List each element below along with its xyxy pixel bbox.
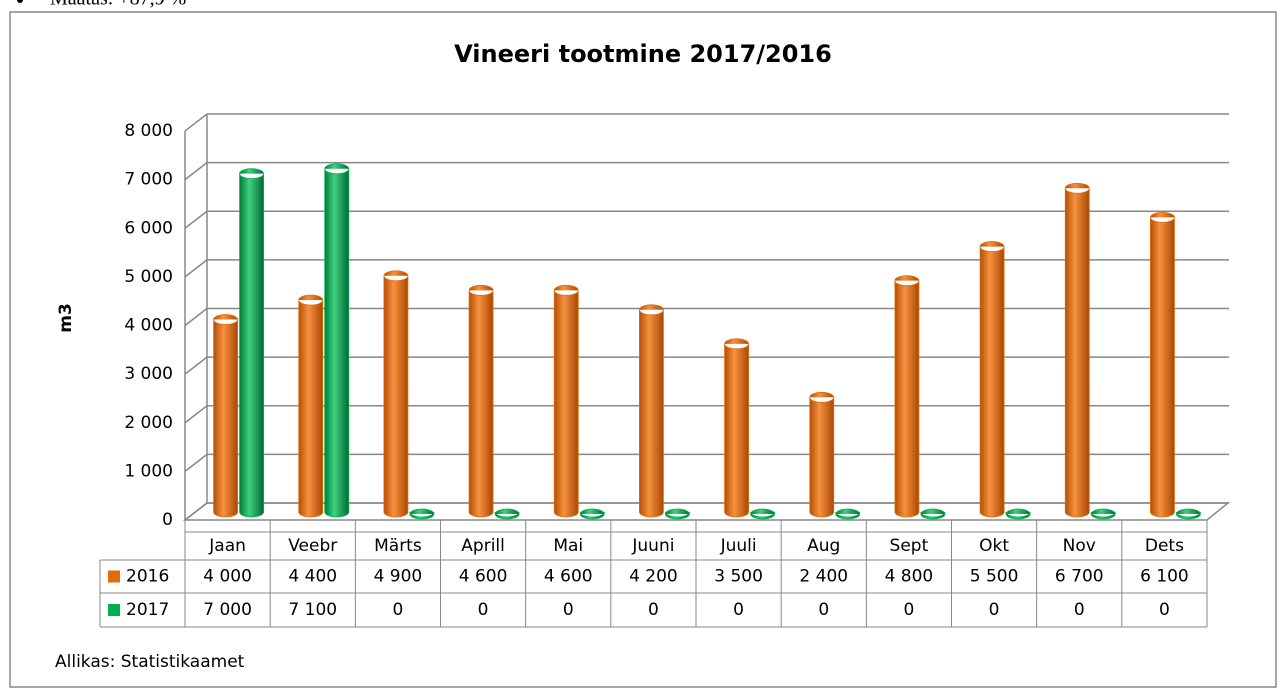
- bar: [750, 508, 775, 520]
- table-value: 4 200: [629, 567, 678, 587]
- y-tick-label: 6 000: [124, 218, 173, 238]
- table-value: 0: [733, 600, 744, 620]
- x-tick-label: Mai: [553, 536, 583, 556]
- x-tick-label: Aug: [807, 536, 840, 556]
- table-value: 0: [563, 600, 574, 620]
- bar: [639, 304, 664, 518]
- x-tick-label: Juuni: [631, 536, 674, 556]
- grid-line-side: [184, 356, 208, 375]
- bar: [1150, 211, 1175, 518]
- table-value: 6 100: [1140, 567, 1189, 587]
- y-tick-label: 2 000: [124, 413, 173, 433]
- x-tick-label: Juuli: [720, 536, 757, 556]
- x-tick-label: Veebr: [288, 536, 337, 556]
- legend-swatch: [108, 604, 120, 616]
- source: Allikas: Statistikaamet: [55, 652, 245, 672]
- bar: [553, 284, 579, 518]
- y-tick-label: 0: [162, 510, 173, 530]
- y-tick-label: 5 000: [124, 267, 173, 287]
- x-tick-label: Jaan: [208, 536, 246, 556]
- grid-line-side: [184, 502, 208, 521]
- x-tick-label: Nov: [1063, 536, 1096, 556]
- table-value: 0: [818, 600, 829, 620]
- bar: [1090, 508, 1116, 520]
- table-value: 0: [904, 600, 915, 620]
- table-value: 2 400: [799, 567, 848, 587]
- grid-line-side: [184, 405, 208, 424]
- table-value: 7 100: [288, 600, 337, 620]
- x-tick-label: Okt: [979, 536, 1009, 556]
- grid-line-side: [184, 453, 208, 472]
- y-axis-label: m3: [56, 303, 76, 333]
- grid-line-side: [184, 259, 208, 278]
- legend-swatch: [108, 570, 120, 583]
- bar: [1005, 508, 1031, 520]
- bar: [1176, 508, 1201, 520]
- chart-title: Vineeri tootmine 2017/2016: [454, 40, 832, 68]
- legend-label: 2017: [126, 600, 169, 620]
- grid-line-side: [184, 162, 208, 181]
- table-value: 0: [478, 600, 489, 620]
- table-value: 7 000: [203, 600, 252, 620]
- bar: [894, 275, 920, 518]
- bar: [579, 508, 605, 520]
- table-value: 0: [648, 600, 659, 620]
- table-value: 4 000: [203, 567, 252, 587]
- y-tick-label: 4 000: [124, 316, 173, 336]
- bar: [239, 168, 264, 518]
- bar: [213, 314, 238, 518]
- table-value: 5 500: [970, 567, 1019, 587]
- bar: [324, 163, 350, 518]
- y-tick-label: 8 000: [124, 121, 173, 141]
- table-value: 6 700: [1055, 567, 1104, 587]
- grid-line-side: [184, 307, 208, 327]
- x-tick-label: Märts: [374, 536, 422, 556]
- table-value: 4 800: [885, 567, 934, 587]
- bar: [468, 284, 494, 518]
- bar: [665, 508, 690, 520]
- bar: [1064, 182, 1090, 518]
- bar: [409, 508, 435, 520]
- bar: [383, 270, 409, 518]
- table-value: 0: [1159, 600, 1170, 620]
- x-tick-label: Sept: [890, 536, 929, 556]
- bar: [298, 294, 324, 518]
- table-value: 3 500: [714, 567, 763, 587]
- table-value: 0: [393, 600, 404, 620]
- x-tick-label: Dets: [1145, 536, 1184, 556]
- bullet: [17, 0, 23, 3]
- table-value: 4 900: [374, 567, 423, 587]
- y-tick-label: 7 000: [124, 170, 173, 190]
- y-tick-label: 1 000: [124, 461, 173, 481]
- grid-line-side: [184, 113, 208, 132]
- bar: [724, 338, 749, 518]
- table-value: 0: [989, 600, 1000, 620]
- bar: [979, 241, 1005, 518]
- table-value: 4 600: [544, 567, 593, 587]
- table-value: 0: [1074, 600, 1085, 620]
- grid-line-side: [184, 210, 208, 229]
- bar: [920, 508, 946, 520]
- legend-label: 2016: [126, 567, 169, 587]
- bar: [494, 508, 520, 520]
- table-value: 4 400: [288, 567, 337, 587]
- table-value: 4 600: [459, 567, 508, 587]
- x-tick-label: Aprill: [461, 536, 505, 556]
- bar: [835, 508, 861, 520]
- y-tick-label: 3 000: [124, 364, 173, 384]
- note-line: Maatas: +87,9 %: [50, 0, 186, 10]
- bar: [809, 391, 835, 518]
